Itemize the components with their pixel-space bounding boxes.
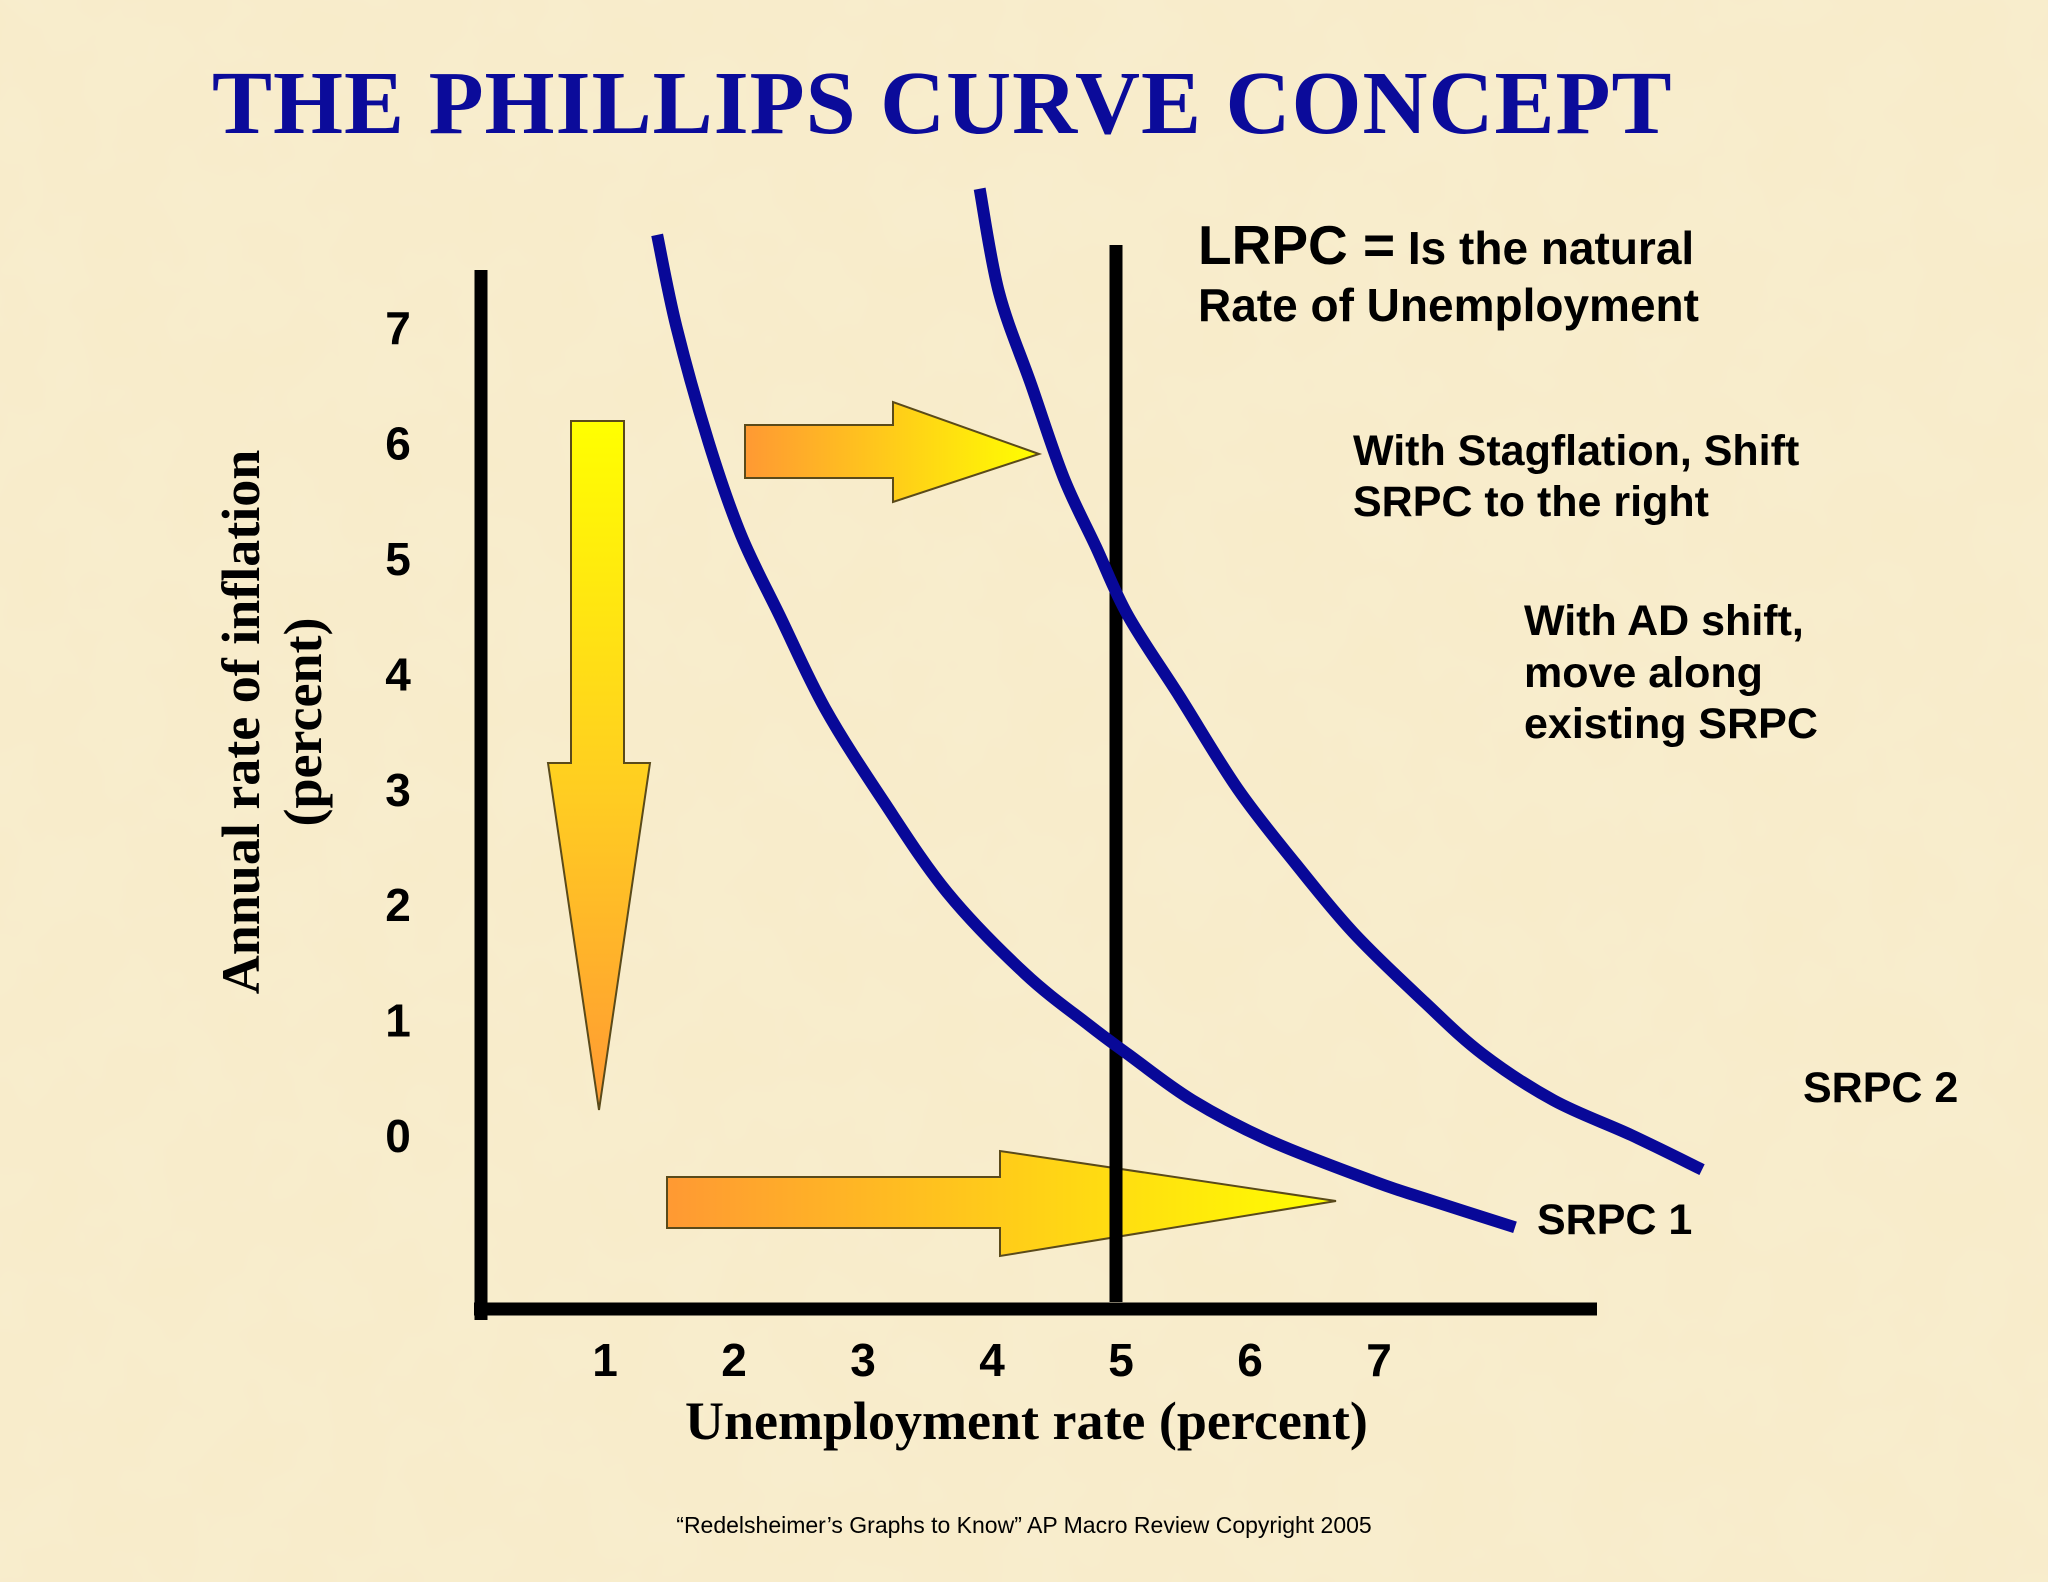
x-tick-label: 6 [1237, 1334, 1263, 1386]
lrpc-rest: Is the natural [1407, 222, 1695, 274]
y-tick-label: 6 [385, 418, 411, 470]
srpc2-curve [973, 187, 1705, 1176]
stagflation-note: With Stagflation, Shift SRPC to the righ… [1353, 426, 1799, 527]
y-tick-label: 5 [385, 533, 411, 585]
y-tick-label: 0 [385, 1110, 411, 1162]
down-arrow [546, 420, 652, 1111]
axes [474, 270, 1597, 1320]
y-axis-title: Annual rate of inflation (percent) [210, 450, 334, 995]
tick-labels: 1 2 3 4 5 6 7 0 1 2 3 4 5 6 7 [385, 302, 1392, 1386]
copyright-footer: “Redelsheimer’s Graphs to Know” AP Macro… [676, 1512, 1372, 1538]
ad-line3: existing SRPC [1524, 700, 1818, 749]
right-arrow-upper [744, 400, 1043, 504]
y-axis-title-line1: Annual rate of inflation [210, 449, 271, 995]
x-tick-label: 2 [721, 1334, 747, 1386]
x-tick-label: 4 [979, 1334, 1005, 1386]
stagflation-line1: With Stagflation, Shift [1353, 427, 1800, 475]
ad-line1: With AD shift, [1524, 597, 1804, 645]
ad-line2: move along [1524, 648, 1763, 697]
lrpc-lead: LRPC = [1198, 214, 1396, 276]
x-tick-label: 3 [850, 1334, 876, 1386]
x-axis-title: Unemployment rate (percent) [685, 1391, 1368, 1451]
lrpc-definition-line2: Rate of Unemployment [1198, 279, 1699, 331]
lrpc-definition-line1: LRPC = Is the natural [1198, 212, 1699, 278]
y-tick-label: 4 [385, 648, 411, 700]
x-tick-label: 1 [592, 1334, 618, 1386]
y-tick-label: 7 [385, 302, 411, 354]
y-tick-label: 2 [385, 879, 411, 931]
lrpc-definition: LRPC = Is the natural Rate of Unemployme… [1198, 212, 1699, 333]
x-tick-label: 5 [1108, 1334, 1134, 1386]
page-title: THE PHILLIPS CURVE CONCEPT [212, 54, 1673, 153]
srpc2-label: SRPC 2 [1803, 1064, 1959, 1112]
srpc1-label: SRPC 1 [1537, 1196, 1693, 1244]
srpc1-curve [651, 233, 1517, 1234]
y-tick-label: 1 [385, 995, 411, 1047]
srpc-curves [651, 187, 1705, 1234]
ad-shift-note: With AD shift, move along existing SRPC [1524, 596, 1818, 751]
y-axis-title-line2: (percent) [273, 617, 333, 827]
stagflation-line2: SRPC to the right [1353, 477, 1709, 526]
y-tick-label: 3 [385, 764, 411, 816]
x-tick-label: 7 [1366, 1334, 1392, 1386]
right-arrow-lower [666, 1149, 1337, 1258]
